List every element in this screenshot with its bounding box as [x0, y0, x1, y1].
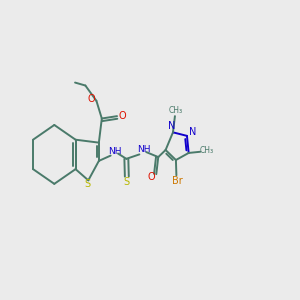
Text: O: O: [118, 110, 126, 121]
Text: NH: NH: [137, 146, 150, 154]
Text: O: O: [87, 94, 95, 104]
Text: S: S: [124, 177, 130, 188]
Text: N: N: [189, 127, 197, 137]
Text: Br: Br: [172, 176, 182, 186]
Text: N: N: [168, 122, 176, 131]
Text: CH₃: CH₃: [200, 146, 214, 155]
Text: NH: NH: [108, 147, 122, 156]
Text: O: O: [147, 172, 155, 182]
Text: S: S: [85, 179, 91, 189]
Text: CH₃: CH₃: [169, 106, 183, 115]
